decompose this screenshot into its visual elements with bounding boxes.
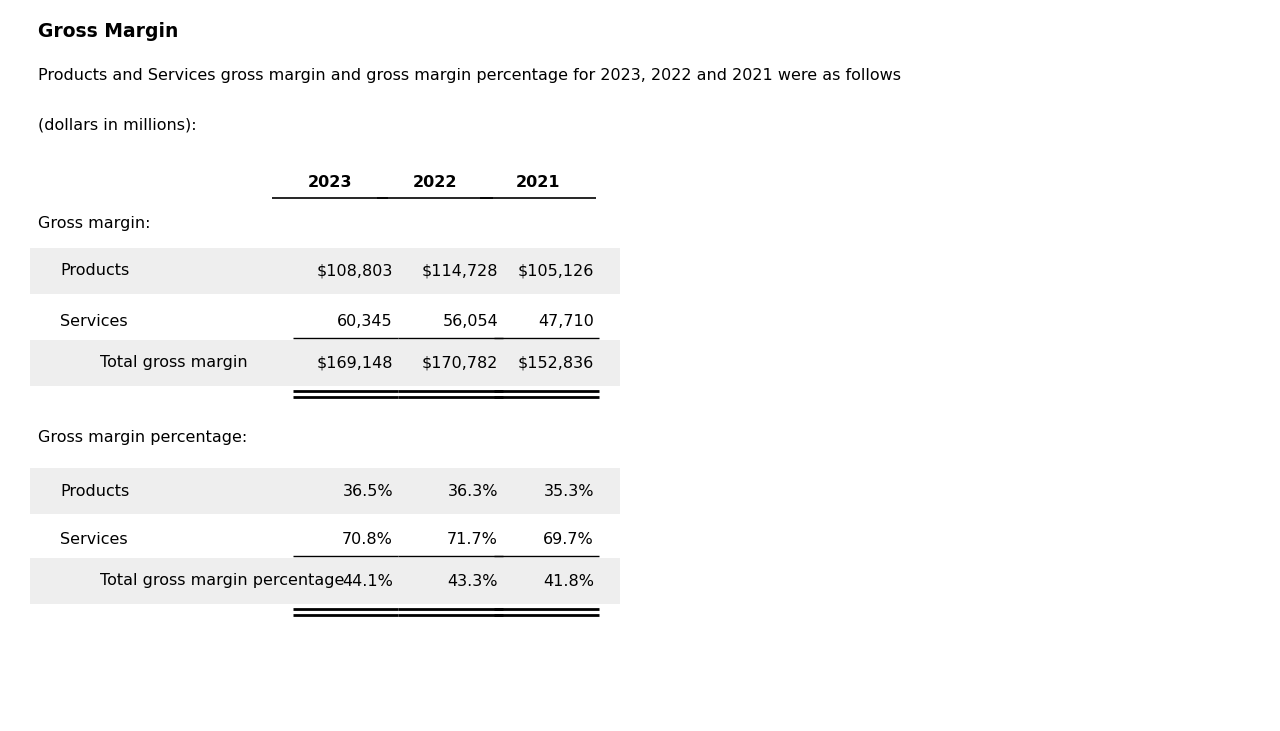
Text: 71.7%: 71.7% — [447, 531, 498, 547]
Text: Total gross margin percentage: Total gross margin percentage — [100, 574, 344, 588]
Text: 2021: 2021 — [516, 175, 561, 190]
Text: $114,728: $114,728 — [421, 263, 498, 279]
Text: $152,836: $152,836 — [517, 355, 594, 371]
Bar — [29, 468, 620, 514]
Bar — [29, 340, 620, 386]
Text: $170,782: $170,782 — [421, 355, 498, 371]
Text: 36.5%: 36.5% — [342, 483, 393, 499]
Text: $105,126: $105,126 — [517, 263, 594, 279]
Text: 69.7%: 69.7% — [543, 531, 594, 547]
Text: 43.3%: 43.3% — [448, 574, 498, 588]
Text: Total gross margin: Total gross margin — [100, 355, 247, 371]
Text: $108,803: $108,803 — [316, 263, 393, 279]
Text: Products: Products — [60, 263, 129, 279]
Text: 60,345: 60,345 — [338, 314, 393, 328]
Text: 41.8%: 41.8% — [543, 574, 594, 588]
Bar — [29, 248, 620, 294]
Text: Gross margin percentage:: Gross margin percentage: — [38, 430, 247, 445]
Text: 44.1%: 44.1% — [342, 574, 393, 588]
Text: Products and Services gross margin and gross margin percentage for 2023, 2022 an: Products and Services gross margin and g… — [38, 68, 901, 83]
Bar — [29, 558, 620, 604]
Text: (dollars in millions):: (dollars in millions): — [38, 118, 197, 133]
Text: Services: Services — [60, 531, 128, 547]
Text: 2023: 2023 — [307, 175, 352, 190]
Text: 35.3%: 35.3% — [544, 483, 594, 499]
Text: 56,054: 56,054 — [443, 314, 498, 328]
Text: 70.8%: 70.8% — [342, 531, 393, 547]
Text: 2022: 2022 — [412, 175, 457, 190]
Text: Products: Products — [60, 483, 129, 499]
Text: $169,148: $169,148 — [316, 355, 393, 371]
Text: 36.3%: 36.3% — [448, 483, 498, 499]
Text: 47,710: 47,710 — [538, 314, 594, 328]
Text: Services: Services — [60, 314, 128, 328]
Text: Gross margin:: Gross margin: — [38, 216, 151, 231]
Text: Gross Margin: Gross Margin — [38, 22, 178, 41]
